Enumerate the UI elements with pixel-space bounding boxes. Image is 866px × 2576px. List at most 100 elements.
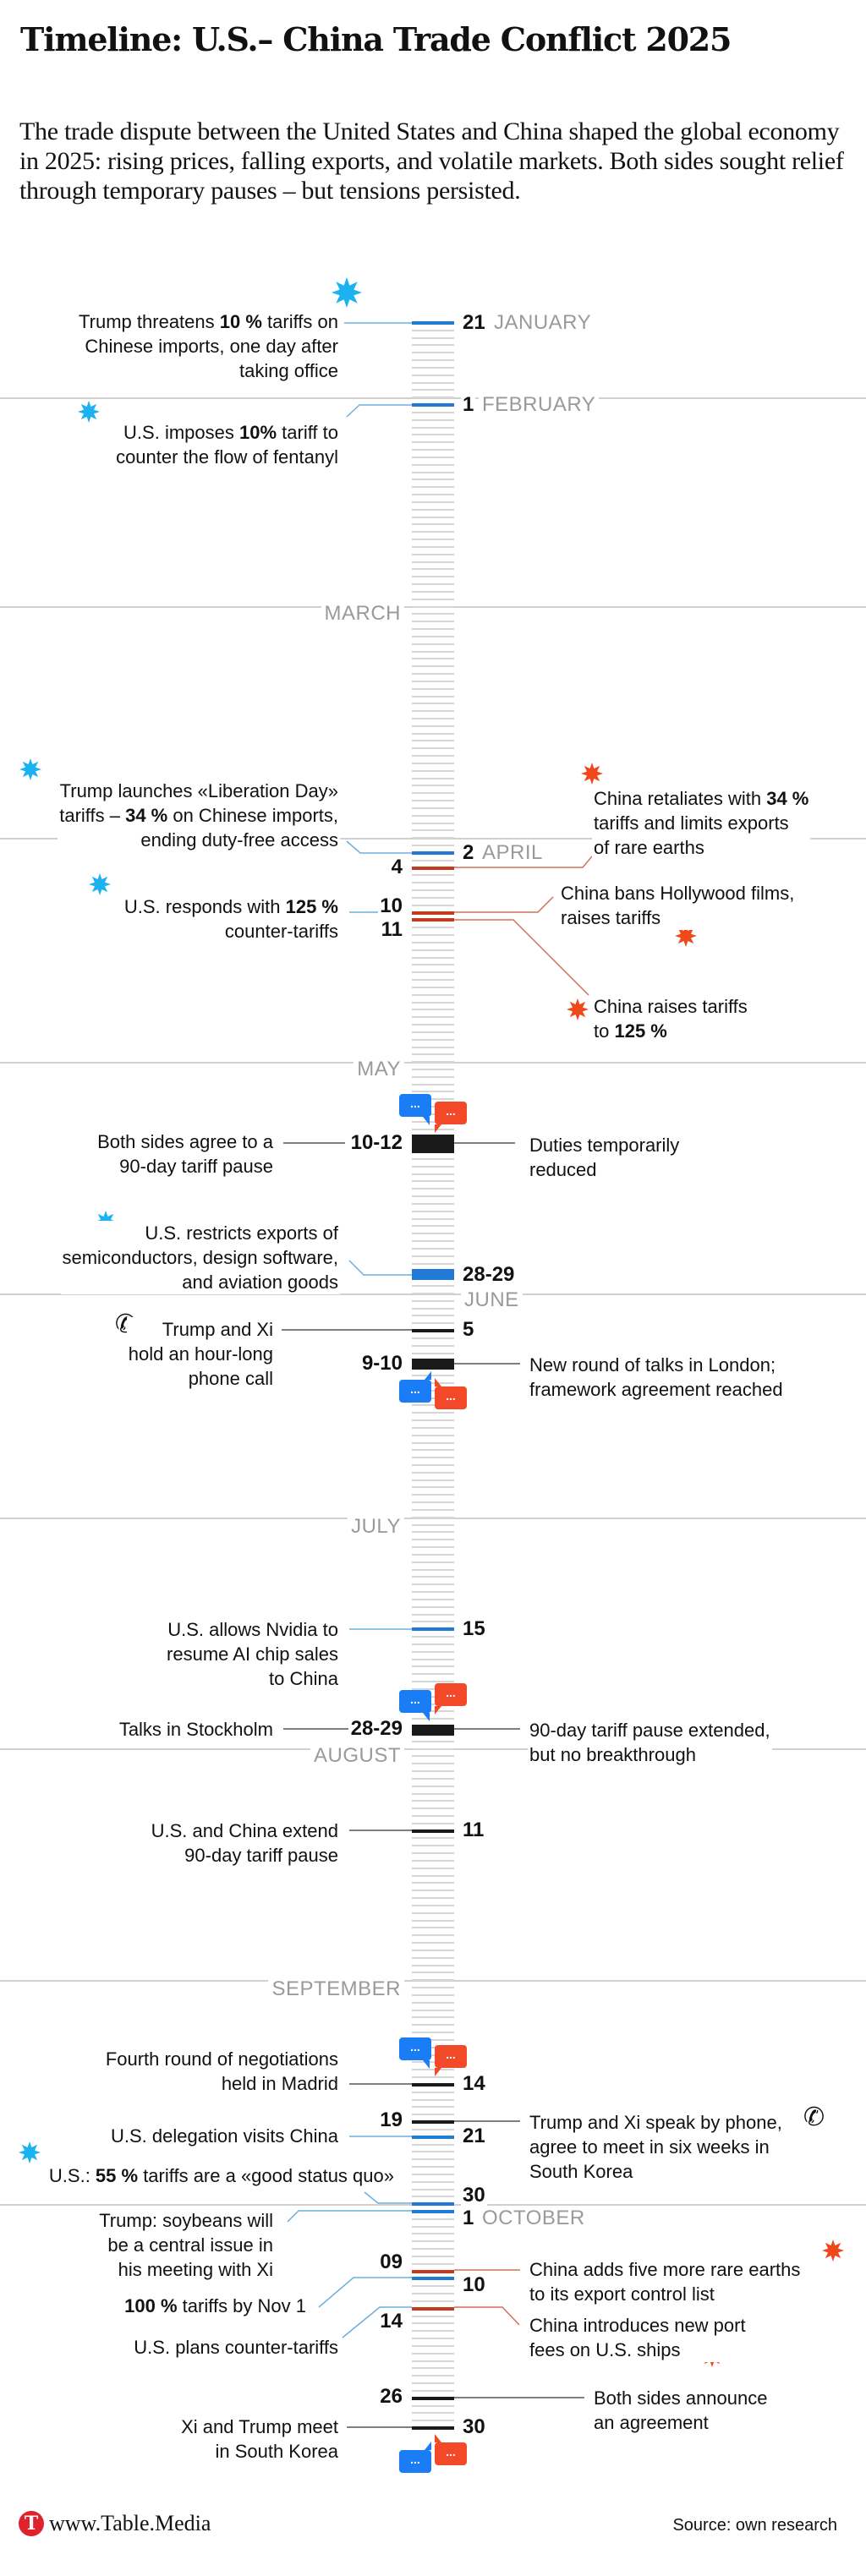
day-tick — [412, 1785, 454, 1787]
event-mark-china — [412, 2306, 454, 2311]
event-soybeans: Trump: soybeans will be a central issue i… — [97, 2208, 275, 2282]
day-tick — [412, 1621, 454, 1623]
month-label-january: JANUARY — [491, 313, 595, 333]
day-tick — [412, 389, 454, 391]
day-tick — [412, 829, 454, 832]
day-tick — [412, 964, 454, 966]
day-tick — [412, 2166, 454, 2168]
month-label-august: AUGUST — [310, 1746, 404, 1766]
month-label-september: SEPTEMBER — [268, 1979, 404, 1999]
day-label: 21 — [461, 311, 487, 334]
day-tick — [412, 777, 454, 779]
day-tick — [412, 441, 454, 444]
day-tick — [412, 1815, 454, 1817]
day-label: 9-10 — [359, 1352, 404, 1375]
day-tick — [412, 882, 454, 884]
day-tick — [412, 539, 454, 541]
day-tick — [412, 2032, 454, 2034]
event-duties-reduced: Duties temporarily reduced — [528, 1133, 682, 1182]
day-tick — [412, 1046, 454, 1048]
day-tick — [412, 1583, 454, 1586]
day-tick — [412, 359, 454, 362]
day-tick — [412, 1539, 454, 1541]
day-tick — [412, 1240, 454, 1243]
event-mark-both — [412, 2426, 454, 2431]
day-tick — [412, 2143, 454, 2146]
day-tick — [412, 2233, 454, 2235]
day-tick — [412, 523, 454, 526]
day-label: 28-29 — [348, 1717, 404, 1740]
day-tick — [412, 479, 454, 481]
day-tick — [412, 1927, 454, 1929]
day-tick — [412, 1777, 454, 1780]
day-tick — [412, 941, 454, 943]
day-tick — [412, 1919, 454, 1922]
event-mark-us — [412, 2277, 454, 2281]
day-tick — [412, 1710, 454, 1713]
day-tick — [412, 1994, 454, 1996]
day-tick — [412, 1075, 454, 1078]
event-counter-tariffs: U.S. plans counter-tariffs — [132, 2335, 340, 2360]
event-mark-both — [412, 1725, 454, 1736]
event-mark-us — [412, 1269, 454, 1281]
day-tick — [412, 695, 454, 697]
day-tick — [412, 1605, 454, 1608]
event-mark-both — [412, 1135, 454, 1154]
day-tick — [412, 1695, 454, 1698]
day-tick — [412, 717, 454, 719]
day-label: 10-12 — [348, 1131, 404, 1154]
day-tick — [412, 2024, 454, 2026]
event-mark-us — [412, 2209, 454, 2213]
day-tick — [412, 486, 454, 489]
day-tick — [412, 1508, 454, 1511]
day-tick — [412, 2173, 454, 2175]
day-tick — [412, 1009, 454, 1011]
day-tick — [412, 1501, 454, 1504]
day-tick — [412, 1426, 454, 1429]
day-tick — [412, 658, 454, 660]
china-talks-bubble-icon: ... — [435, 1102, 467, 1133]
day-tick — [412, 1463, 454, 1466]
day-tick — [412, 1553, 454, 1556]
day-label: 30 — [461, 2184, 487, 2207]
day-label: 21 — [461, 2125, 487, 2147]
day-tick — [412, 747, 454, 750]
day-tick — [412, 1687, 454, 1690]
day-tick — [412, 1822, 454, 1824]
day-tick — [412, 352, 454, 354]
us-action-star-icon — [19, 758, 41, 780]
day-label: 19 — [378, 2108, 404, 2131]
day-tick — [412, 2114, 454, 2116]
day-tick — [412, 2412, 454, 2415]
day-tick — [412, 680, 454, 682]
day-tick — [412, 336, 454, 339]
day-tick — [412, 2375, 454, 2377]
phone-icon: ✆ — [803, 2103, 825, 2132]
day-tick — [412, 1643, 454, 1645]
us-talks-bubble-icon: ... — [399, 1371, 431, 1403]
day-tick — [412, 1128, 454, 1130]
event-mark-us — [412, 2202, 454, 2207]
event-mark-china — [412, 2269, 454, 2273]
day-tick — [412, 979, 454, 982]
day-tick — [412, 1867, 454, 1869]
day-tick — [412, 1419, 454, 1421]
day-tick — [412, 1800, 454, 1802]
day-tick — [412, 710, 454, 713]
day-tick — [412, 366, 454, 369]
day-tick — [412, 643, 454, 645]
day-tick — [412, 874, 454, 877]
site-link[interactable]: www.Table.Media — [49, 2511, 211, 2535]
day-tick — [412, 755, 454, 757]
page-title: Timeline: U.S.– China Trade Conflict 202… — [20, 20, 732, 58]
day-tick — [412, 1195, 454, 1198]
day-tick — [412, 1494, 454, 1496]
day-label: 11 — [461, 1819, 486, 1841]
day-tick — [412, 1613, 454, 1616]
day-tick — [412, 1942, 454, 1944]
event-mark-both — [412, 2396, 454, 2400]
day-tick — [412, 1024, 454, 1026]
day-label: 5 — [461, 1318, 476, 1341]
day-tick — [412, 1434, 454, 1436]
day-tick — [412, 1987, 454, 1989]
